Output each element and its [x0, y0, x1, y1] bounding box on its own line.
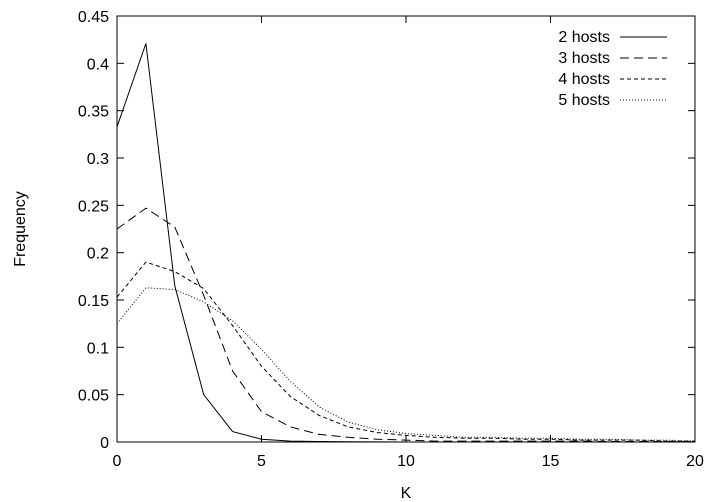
y-tick-label: 0.45 — [78, 9, 109, 26]
y-tick-label: 0.3 — [87, 151, 109, 168]
series-line-1 — [117, 43, 695, 442]
y-tick-label: 0.35 — [78, 104, 109, 121]
legend-label: 4 hosts — [558, 71, 610, 88]
legend-item: 3 hosts — [558, 50, 667, 67]
y-tick-label: 0.05 — [78, 388, 109, 405]
series-line-2 — [117, 207, 695, 442]
legend: 2 hosts 3 hosts 4 hosts 5 hosts — [558, 29, 667, 109]
x-axis-title: K — [401, 485, 412, 502]
legend-label: 3 hosts — [558, 50, 610, 67]
x-tick-label: 0 — [113, 453, 122, 470]
legend-label: 2 hosts — [558, 29, 610, 46]
legend-item: 4 hosts — [558, 71, 667, 88]
x-tick-label: 5 — [257, 453, 266, 470]
x-tick-label: 10 — [397, 453, 415, 470]
x-tick-label: 15 — [542, 453, 560, 470]
series-line-4 — [117, 287, 695, 442]
y-tick-label: 0.4 — [87, 56, 109, 73]
y-tick-label: 0.15 — [78, 293, 109, 310]
y-axis-title: Frequency — [12, 191, 29, 267]
y-tick-label: 0 — [100, 435, 109, 452]
y-tick-label: 0.1 — [87, 340, 109, 357]
legend-item: 2 hosts — [558, 29, 667, 46]
legend-item: 5 hosts — [558, 92, 667, 109]
legend-label: 5 hosts — [558, 92, 610, 109]
series-line-3 — [117, 261, 695, 442]
y-tick-label: 0.2 — [87, 246, 109, 263]
x-tick-label: 20 — [686, 453, 704, 470]
y-tick-label: 0.25 — [78, 198, 109, 215]
ticks-layer: 0 5 10 15 20 0 0.05 0.1 0.15 0.2 0.25 0.3 0.35 0.4 0.4… — [78, 9, 704, 470]
